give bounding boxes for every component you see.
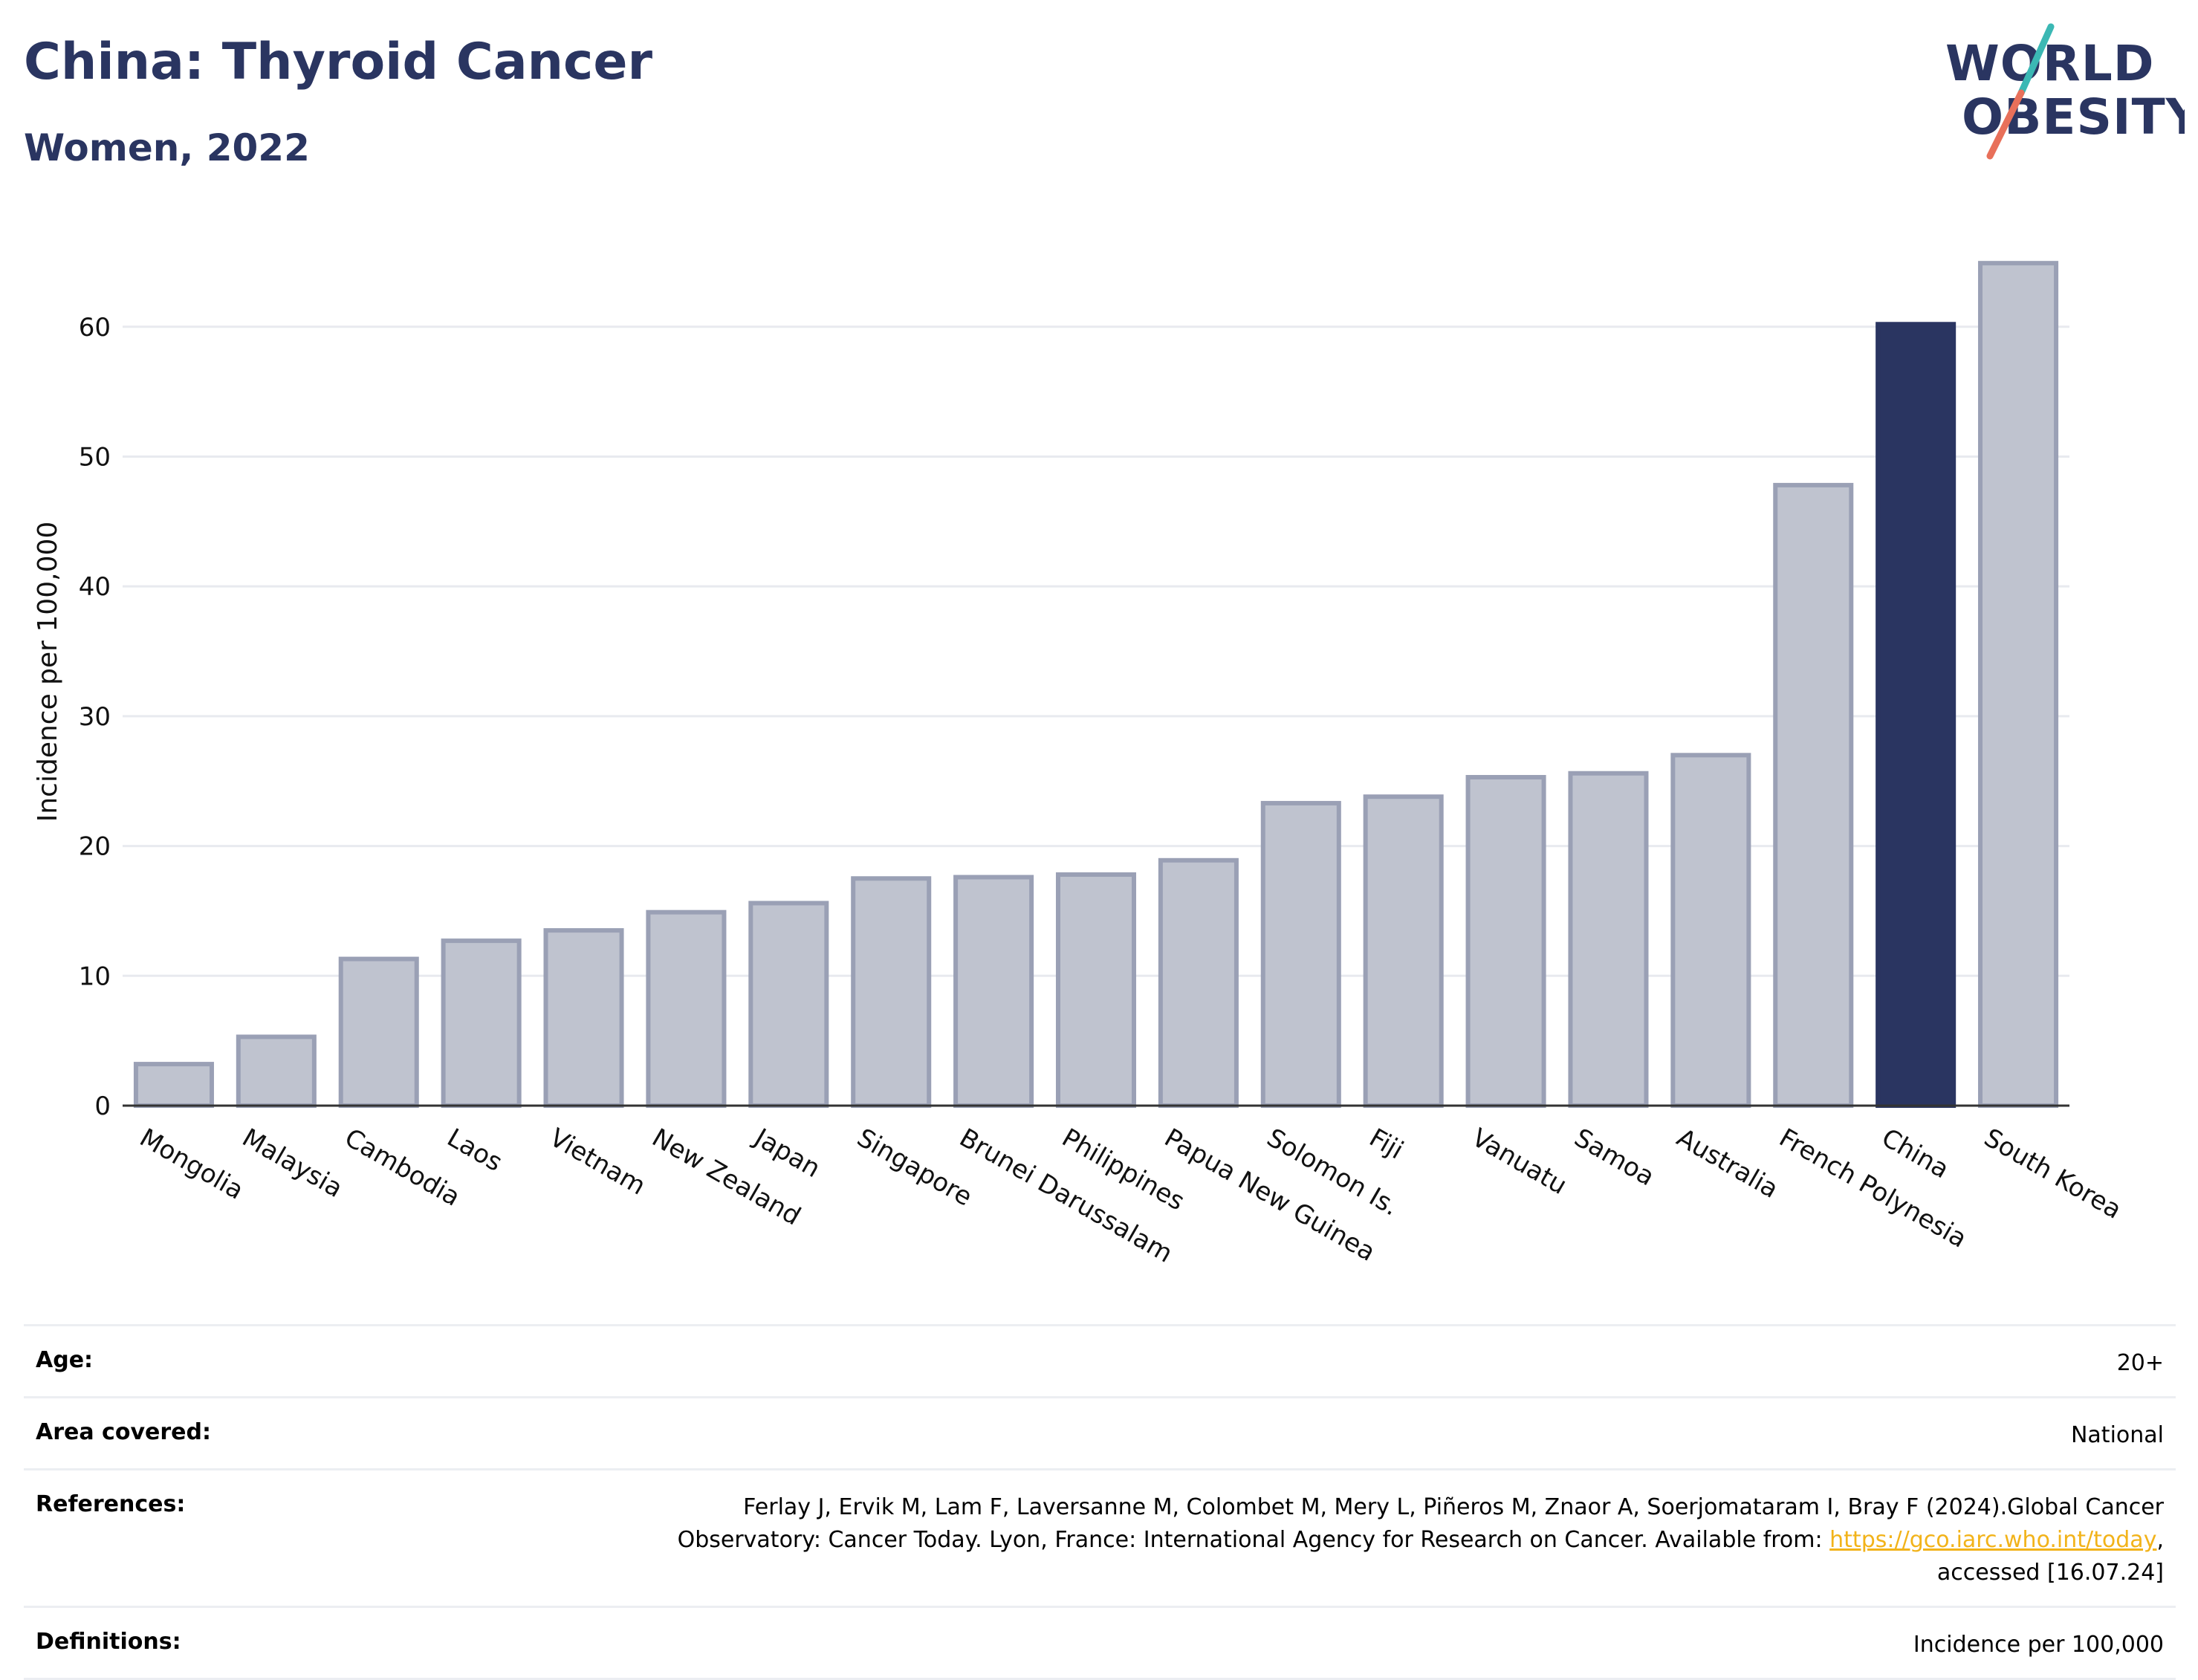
x-tick-label: South Korea: [1979, 1123, 2126, 1225]
meta-row-definitions: Definitions: Incidence per 100,000: [24, 1606, 2176, 1680]
y-axis-ticks: 0 10 20 30 40 50 60: [79, 313, 111, 1121]
page-title: China: Thyroid Cancer: [24, 33, 652, 91]
bar-fiji: [1363, 794, 1444, 1108]
bar-solomon-is: [1260, 800, 1341, 1108]
definitions-value: Incidence per 100,000: [1913, 1632, 2164, 1658]
bar-papua-new-guinea: [1158, 857, 1239, 1109]
y-tick-label: 20: [79, 832, 111, 862]
x-tick-label: French Polynesia: [1774, 1123, 1972, 1254]
bar-new-zealand: [646, 909, 727, 1108]
meta-row-area: Area covered: National: [24, 1396, 2176, 1468]
age-label: Age:: [36, 1347, 94, 1373]
x-tick-label: Cambodia: [340, 1123, 465, 1213]
references-link[interactable]: https://gco.iarc.who.int/today: [1829, 1527, 2157, 1553]
logo-line-1: WORLD: [1945, 35, 2155, 92]
bar-australia: [1670, 753, 1751, 1108]
bar-laos: [441, 938, 522, 1108]
bar-south-korea: [1978, 261, 2059, 1109]
y-tick-label: 40: [79, 572, 111, 602]
references-line-1: Ferlay J, Ervik M, Lam F, Laversanne M, …: [743, 1494, 2164, 1520]
x-tick-label: Japan: [748, 1122, 826, 1184]
references-line-3: accessed [16.07.24]: [1936, 1560, 2164, 1586]
area-value: National: [2070, 1422, 2164, 1448]
bar-malaysia: [236, 1034, 317, 1108]
bar-singapore: [851, 876, 932, 1108]
meta-row-references: References: Ferlay J, Ervik M, Lam F, La…: [24, 1468, 2176, 1606]
references-value: Ferlay J, Ervik M, Lam F, Laversanne M, …: [678, 1491, 2164, 1589]
bar-japan: [748, 901, 829, 1108]
bar-vanuatu: [1465, 774, 1546, 1109]
meta-row-age: Age: 20+: [24, 1324, 2176, 1396]
logo-slash-bottom: [1986, 89, 2025, 160]
x-tick-label: Australia: [1672, 1123, 1783, 1204]
x-tick-label: Fiji: [1364, 1123, 1408, 1165]
bars: [133, 261, 2059, 1109]
references-label: References:: [36, 1491, 186, 1517]
x-tick-label: Mongolia: [134, 1123, 248, 1206]
page-subtitle: Women, 2022: [24, 126, 310, 169]
bar-vietnam: [543, 928, 624, 1108]
bar-french-polynesia: [1773, 482, 1854, 1108]
x-tick-label: Vietnam: [545, 1123, 651, 1201]
definitions-label: Definitions:: [36, 1629, 181, 1655]
y-tick-label: 30: [79, 702, 111, 732]
y-axis-title: Incidence per 100,000: [33, 522, 63, 823]
y-tick-label: 0: [94, 1092, 111, 1121]
x-tick-label: Malaysia: [237, 1123, 348, 1204]
bar-cambodia: [338, 956, 419, 1109]
bar-mongolia: [133, 1062, 214, 1108]
logo-slash-top: [2017, 23, 2055, 97]
x-tick-label: Samoa: [1569, 1123, 1659, 1192]
age-value: 20+: [2116, 1350, 2164, 1376]
references-line-2-end: ,: [2156, 1527, 2164, 1553]
area-label: Area covered:: [36, 1419, 211, 1445]
x-tick-label: China: [1876, 1123, 1954, 1184]
bar-philippines: [1055, 872, 1137, 1109]
bar-china: [1876, 322, 1957, 1108]
references-line-2: Observatory: Cancer Today. Lyon, France:…: [677, 1527, 1830, 1553]
logo-line-2: OBESITY: [1962, 88, 2185, 146]
x-tick-label: Singapore: [852, 1123, 977, 1212]
metadata-table: Age: 20+ Area covered: National Referenc…: [24, 1324, 2176, 1680]
y-tick-label: 50: [79, 442, 111, 472]
bar-samoa: [1568, 771, 1649, 1108]
y-tick-label: 60: [79, 313, 111, 343]
bar-brunei-darussalam: [953, 875, 1034, 1108]
x-tick-label: Laos: [442, 1123, 508, 1178]
bar-chart: 0 10 20 30 40 50 60 MongoliaMalaysiaCambodiaLa…: [33, 261, 2127, 1269]
y-tick-label: 10: [79, 961, 111, 991]
world-obesity-logo: WORLD OBESITY: [1945, 23, 2185, 160]
x-tick-label: Vanuatu: [1467, 1123, 1572, 1201]
